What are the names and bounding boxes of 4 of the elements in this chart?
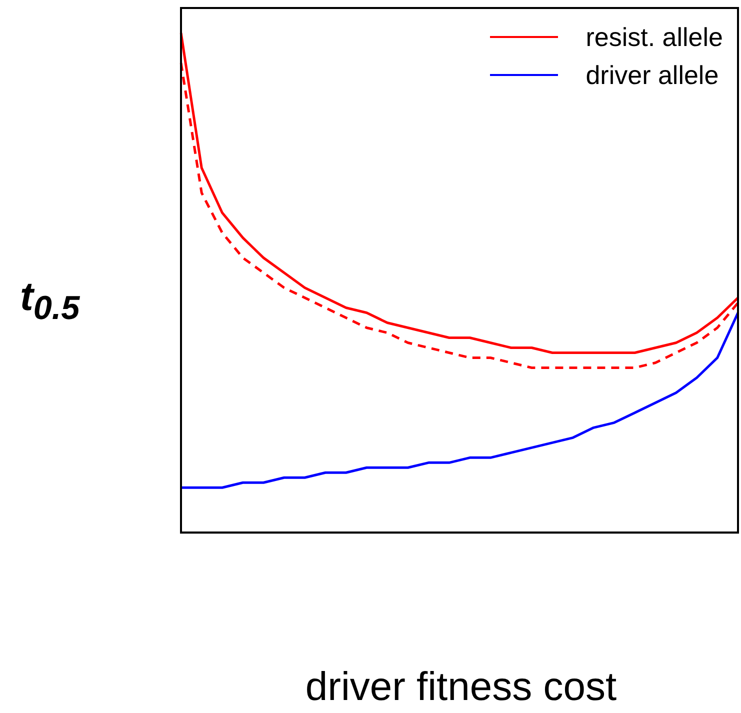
- y-axis-title: t$_{0.5}$: [20, 275, 80, 328]
- legend-label: driver allele: [586, 59, 719, 92]
- legend-label: resist. allele: [586, 21, 723, 54]
- x-axis-title: driver fitness cost: [304, 665, 618, 710]
